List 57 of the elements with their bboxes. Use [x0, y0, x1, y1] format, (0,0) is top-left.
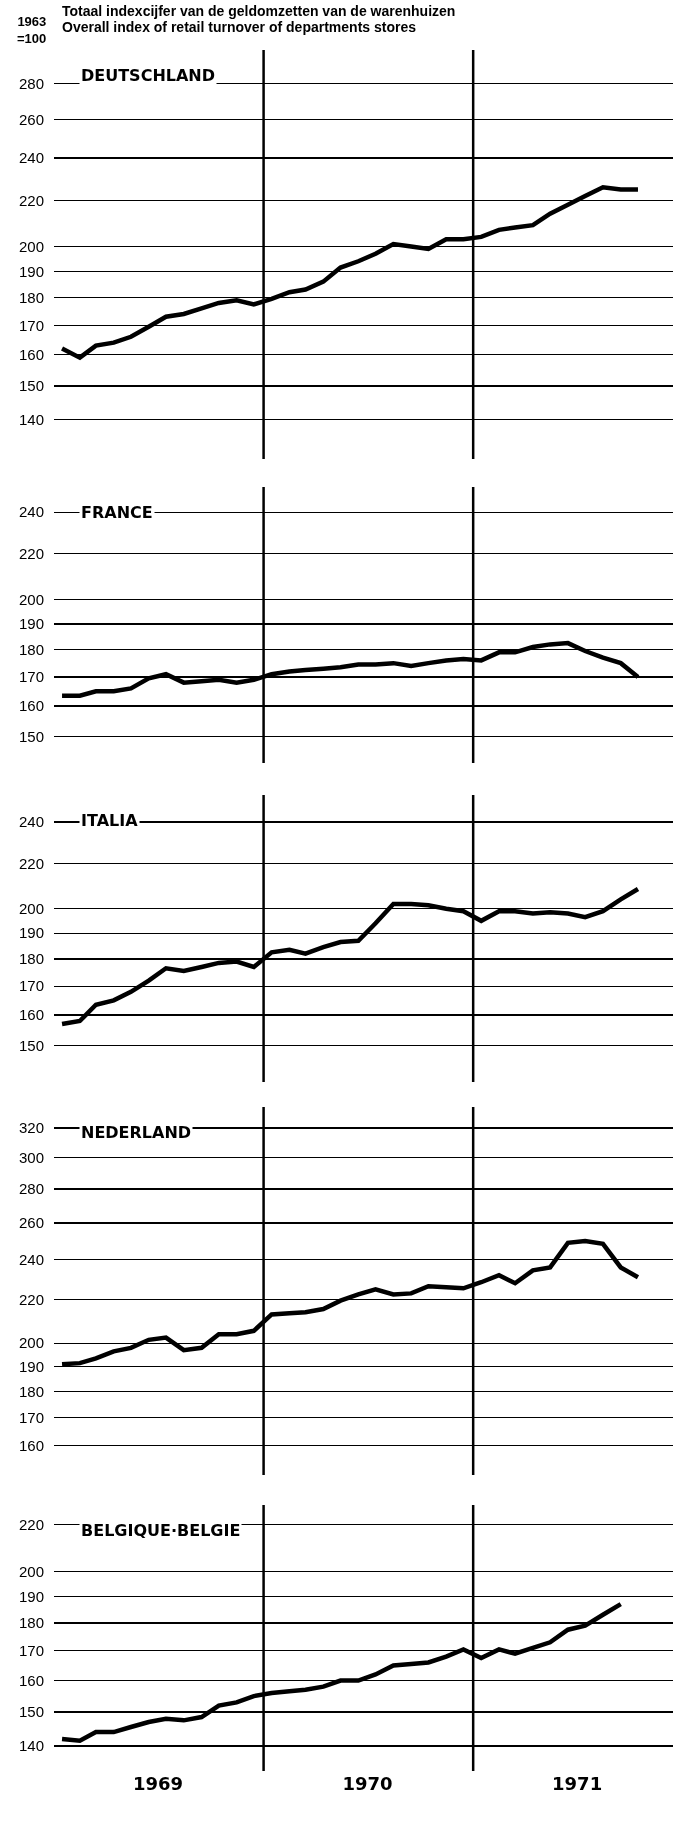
text: FRANCE [81, 503, 153, 522]
y-tick-label: 180 [18, 288, 44, 306]
text: Totaal indexcijfer van de geldomzetten van de warenhuizen [62, 3, 456, 19]
y-tick-label: 190 [18, 262, 44, 280]
x-tick-label: 1969 [132, 1773, 183, 1794]
y-tick-label: 180 [18, 1382, 44, 1400]
y-tick-label: 280 [18, 74, 44, 92]
y-tick-label: 200 [18, 1562, 44, 1580]
y-tick-label: 160 [18, 1006, 44, 1024]
y-tick-label: 180 [18, 1614, 44, 1632]
x-tick-label: 1970 [342, 1773, 393, 1794]
y-tick-label: 260 [18, 1214, 44, 1232]
y-tick-label: 160 [18, 1436, 44, 1454]
y-tick-label: 160 [18, 345, 44, 363]
y-tick-label: 150 [18, 1036, 44, 1054]
y-tick-label: 240 [18, 149, 44, 167]
y-tick-label: 190 [18, 924, 44, 942]
y-tick-label: 220 [18, 1515, 44, 1533]
y-tick-label: 220 [18, 191, 44, 209]
y-tick-label: 140 [18, 1737, 44, 1755]
y-tick-label: 170 [18, 1408, 44, 1426]
y-tick-label: 140 [18, 410, 44, 428]
y-tick-label: 220 [18, 854, 44, 872]
y-tick-label: 150 [18, 728, 44, 746]
y-tick-label: 150 [18, 377, 44, 395]
text: ITALIA [81, 811, 139, 830]
y-tick-label: 190 [18, 1357, 44, 1375]
y-tick-label: 240 [18, 503, 44, 521]
y-axis-title: 1963 =100 [17, 14, 47, 46]
y-tick-label: 280 [18, 1180, 44, 1198]
y-tick-label: 220 [18, 545, 44, 563]
y-tick-label: 220 [18, 1290, 44, 1308]
y-tick-label: 170 [18, 668, 44, 686]
text: DEUTSCHLAND [81, 66, 216, 85]
y-tick-label: 180 [18, 950, 44, 968]
text: Overall index of retail turnover of departments stores [62, 19, 417, 35]
y-tick-label: 160 [18, 697, 44, 715]
y-tick-label: 200 [18, 900, 44, 918]
y-tick-label: 200 [18, 590, 44, 608]
y-tick-label: 170 [18, 1642, 44, 1660]
y-tick-label: 240 [18, 813, 44, 831]
y-tick-label: 260 [18, 110, 44, 128]
y-tick-label: 170 [18, 977, 44, 995]
y-tick-label: 200 [18, 237, 44, 255]
text: BELGIQUE·BELGIE [81, 1521, 241, 1540]
y-tick-label: 320 [18, 1119, 44, 1137]
y-tick-label: 160 [18, 1671, 44, 1689]
x-tick-label: 1971 [552, 1773, 603, 1794]
y-tick-label: 200 [18, 1334, 44, 1352]
y-tick-label: 190 [18, 1587, 44, 1605]
y-tick-label: 170 [18, 316, 44, 334]
y-tick-label: 190 [18, 615, 44, 633]
text: NEDERLAND [81, 1123, 192, 1142]
y-tick-label: 150 [18, 1703, 44, 1721]
y-tick-label: 300 [18, 1148, 44, 1166]
y-tick-label: 240 [18, 1250, 44, 1268]
y-tick-label: 180 [18, 640, 44, 658]
